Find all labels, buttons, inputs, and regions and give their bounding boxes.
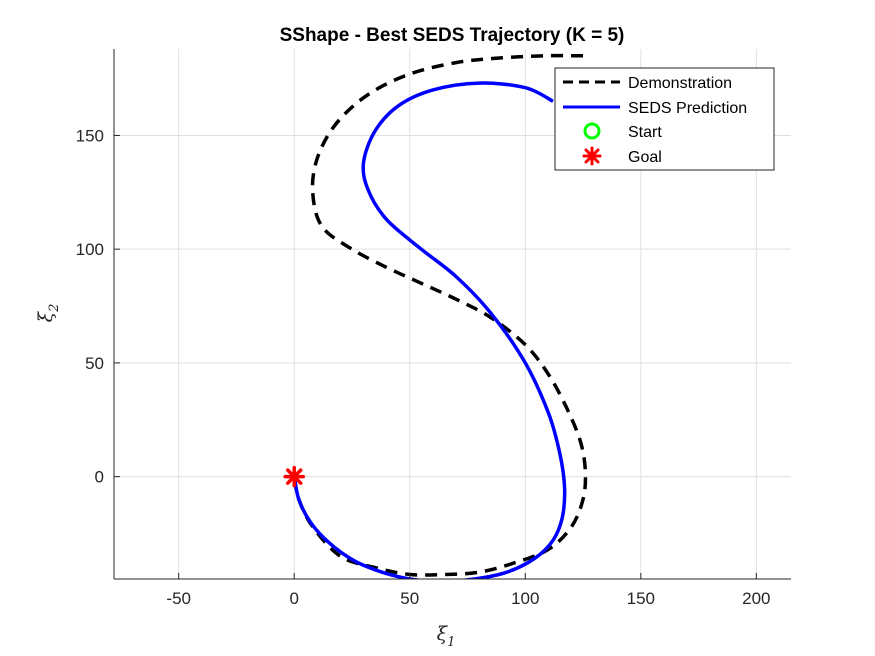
- legend-demonstration-label: Demonstration: [628, 75, 732, 92]
- legend-seds-label: SEDS Prediction: [628, 100, 747, 117]
- series-layer: [292, 53, 588, 579]
- markers-layer: [283, 465, 305, 488]
- x-tick-label: 150: [627, 589, 655, 608]
- legend-start-marker: [583, 122, 601, 140]
- tick-labels: -50 0 50 100 150 200 0 50 100 150: [76, 126, 771, 608]
- y-tick-label: 100: [76, 240, 104, 259]
- x-tick-label: 200: [742, 589, 770, 608]
- legend-goal-marker: [582, 146, 602, 166]
- chart-title: SShape - Best SEDS Trajectory (K = 5): [280, 25, 625, 46]
- y-tick-label: 150: [76, 126, 104, 145]
- y-axis-label: ξ2: [35, 304, 62, 323]
- legend: Demonstration SEDS Prediction Start Goal: [554, 67, 775, 171]
- x-tick-label: 50: [400, 589, 419, 608]
- goal-marker: [283, 465, 305, 488]
- legend-start-label: Start: [628, 124, 662, 141]
- axes-layer: [113, 49, 791, 580]
- y-tick-label: 50: [85, 354, 104, 373]
- y-axis-label-group: ξ2: [35, 304, 62, 323]
- series-line-demonstration: [292, 53, 588, 577]
- x-axis-label: ξ1: [437, 623, 456, 650]
- goal-marker-stroke: [285, 468, 303, 485]
- x-tick-label: 0: [289, 589, 298, 608]
- legend-goal-label: Goal: [628, 149, 662, 166]
- x-tick-label: 100: [511, 589, 539, 608]
- x-tick-label: -50: [166, 589, 191, 608]
- y-tick-label: 0: [95, 468, 104, 487]
- series-line-seds-prediction: [292, 81, 567, 579]
